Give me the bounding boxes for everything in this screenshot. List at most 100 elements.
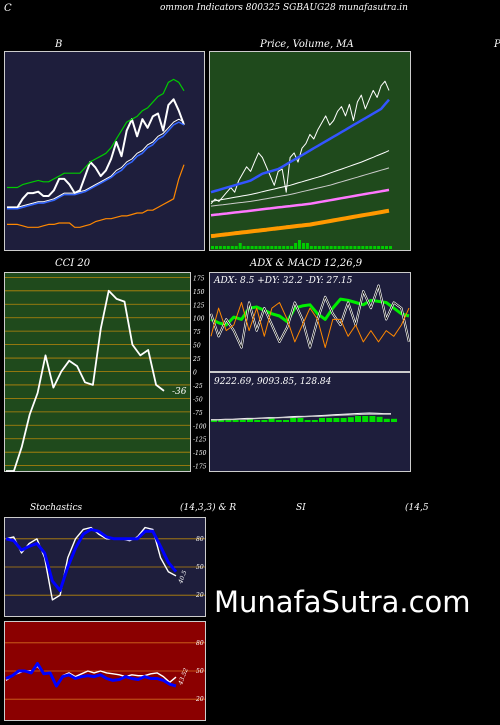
cci-tick-label: -25: [193, 383, 203, 390]
macd-histogram-bar: [355, 416, 361, 422]
volume-bar: [298, 240, 301, 249]
adx-readout: ADX: 8.5 +DY: 32.2 -DY: 27.15: [214, 276, 353, 286]
volume-bar: [254, 246, 258, 249]
bollinger-series-lower: [7, 164, 185, 228]
rsi-tick-label: 80: [196, 640, 204, 647]
volume-bar: [242, 246, 246, 249]
cci-tick-label: -125: [193, 437, 207, 444]
volume-bar: [365, 246, 369, 249]
volume-bar: [278, 246, 282, 249]
volume-bar: [373, 246, 377, 249]
adx-series-minus-di: [210, 302, 410, 348]
volume-bar: [258, 246, 262, 249]
macd-histogram-bar: [340, 418, 347, 422]
cci-tick-label: 75: [193, 329, 201, 336]
price-ma-series-ma-white-2: [210, 167, 390, 207]
stoch-tick-label: 20: [195, 592, 204, 599]
cci-line: [6, 289, 165, 472]
volume-bar: [329, 246, 333, 249]
volume-bar: [341, 246, 345, 249]
page-title: ommon Indicators 800325 SGBAUG28 munafas…: [160, 3, 408, 13]
macd-histogram-bar: [239, 420, 246, 422]
volume-bar: [357, 246, 361, 249]
volume-bar: [337, 246, 341, 249]
macd-histogram-bar: [319, 418, 325, 422]
right-edge-letter: P: [494, 39, 500, 50]
cci-tick-label: 100: [193, 316, 205, 323]
adx-series-adx: [210, 297, 410, 327]
stoch-last-value: 40.5: [177, 569, 189, 585]
macd-histogram-bar: [290, 418, 297, 422]
price-ma-series-ma-pink: [210, 188, 390, 217]
volume-bar: [222, 246, 226, 249]
volume-bar: [294, 243, 298, 249]
volume-bar: [345, 246, 349, 249]
volume-bar: [250, 246, 254, 249]
macd-histogram-bar: [283, 420, 289, 422]
macd-histogram-bar: [311, 420, 318, 422]
rsi-title-right: (14,5: [405, 503, 429, 513]
price-ma-series-ma-white-1: [210, 150, 390, 202]
macd-histogram-bar: [232, 420, 239, 422]
macd-series-signal: [211, 413, 391, 421]
macd-histogram-bar: [254, 420, 261, 422]
cci-tick-label: 25: [192, 356, 201, 363]
left-letter: C: [4, 3, 12, 14]
macd-histogram-bar: [218, 420, 225, 422]
volume-bar: [309, 246, 313, 249]
adx-background: [209, 272, 411, 372]
rsi-tick-label: 20: [195, 696, 204, 703]
volume-bar: [282, 246, 286, 249]
macd-histogram-bar: [333, 418, 340, 422]
cci-last-value: -36: [172, 387, 187, 397]
price-ma-series-ma-orange: [210, 208, 390, 239]
cci-tick-label: -175: [193, 464, 207, 471]
macd-histogram-bar: [369, 416, 376, 422]
cci-tick-label: 50: [193, 343, 201, 350]
volume-bar: [234, 246, 238, 249]
cci-tick-label: -75: [193, 410, 203, 417]
cci-tick-label: 125: [193, 302, 205, 309]
volume-bar: [218, 246, 222, 249]
stoch-title-right: (14,3,3) & R: [180, 503, 237, 513]
adx-macd-title: ADX & MACD 12,26,9: [250, 258, 363, 269]
volume-bar: [286, 246, 290, 249]
volume-bar: [211, 246, 214, 249]
volume-bar: [385, 246, 388, 249]
cci-tick-label: -100: [193, 423, 207, 430]
volume-bar: [274, 246, 278, 249]
bollinger-series-average: [7, 121, 185, 210]
adx-macd-chart: [209, 272, 411, 472]
cci-tick-label: 0: [193, 370, 197, 377]
price-ma-chart: [209, 51, 411, 251]
price-ma-title: Price, Volume, MA: [260, 39, 354, 50]
stoch-tick-label: 50: [196, 564, 204, 571]
volume-bar: [369, 246, 373, 249]
volume-bar: [321, 246, 325, 249]
volume-bar: [215, 246, 218, 249]
volume-bar: [290, 246, 294, 249]
volume-bar: [266, 246, 270, 249]
macd-histogram-bar: [383, 418, 390, 422]
rsi-tick-label: 50: [196, 668, 204, 675]
volume-bar: [238, 243, 242, 249]
cci-tick-label: 150: [193, 289, 205, 296]
cci-tick-label: 175: [193, 275, 205, 282]
rsi-series-rsi-ma: [5, 662, 177, 688]
adx-series-plus-di: [210, 285, 410, 348]
macd-histogram-bar: [304, 420, 311, 422]
macd-histogram-bar: [362, 416, 369, 422]
macd-histogram-bar: [268, 418, 275, 422]
macd-histogram-bar: [225, 420, 232, 422]
volume-bar: [246, 246, 250, 249]
volume-bar: [302, 243, 305, 249]
watermark: MunafaSutra.com: [214, 585, 471, 619]
bollinger-series-upper: [7, 78, 185, 189]
macd-histogram-bar: [347, 417, 354, 422]
volume-bar: [325, 246, 329, 249]
volume-bar: [226, 246, 230, 249]
bollinger-series-price: [7, 98, 185, 209]
rsi-title-left: SI: [296, 503, 306, 513]
macd-histogram-bar: [275, 420, 282, 422]
